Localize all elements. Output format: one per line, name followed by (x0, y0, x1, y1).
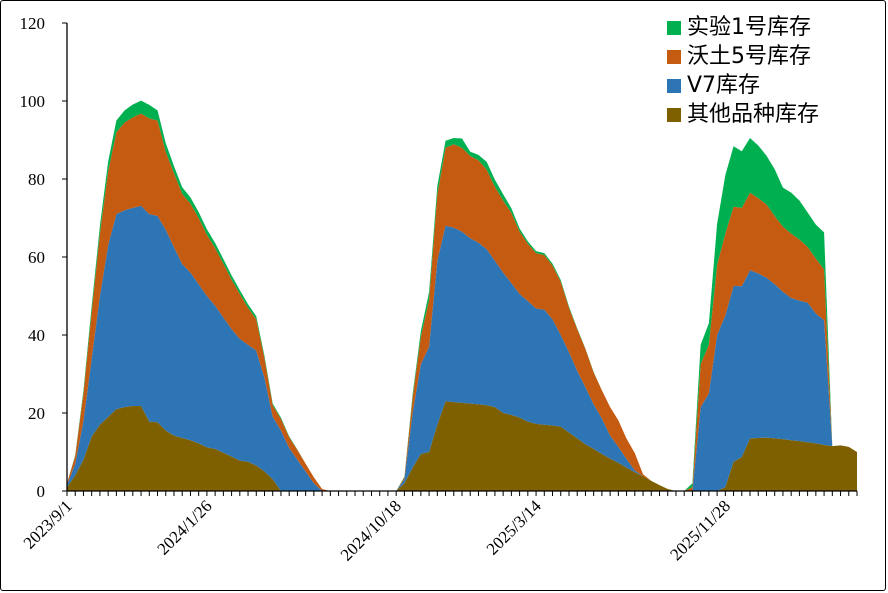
legend-swatch-wotu-5 (667, 50, 681, 64)
y-tick-label: 40 (28, 326, 45, 345)
y-tick-label: 80 (28, 170, 45, 189)
legend-label-other-varieties: 其他品种库存 (687, 102, 819, 127)
x-tick-label: 2025/3/14 (483, 496, 546, 559)
legend-label-wotu-5: 沃土5号库存 (687, 44, 811, 69)
area-other-varieties (67, 401, 857, 491)
legend-swatch-other-varieties (667, 108, 681, 122)
area-wotu-5 (67, 113, 857, 491)
y-tick-label: 0 (37, 482, 46, 501)
legend-swatch-v7 (667, 79, 681, 93)
x-tick-label: 2024/10/18 (337, 496, 405, 564)
x-tick-label: 2024/1/26 (154, 496, 216, 558)
y-tick-label: 20 (28, 404, 45, 423)
legend-label-v7: V7库存 (687, 73, 760, 98)
y-tick-label: 100 (20, 92, 46, 111)
y-tick-label: 60 (28, 248, 45, 267)
area-v7 (67, 205, 857, 491)
x-tick-label: 2025/11/28 (666, 496, 734, 564)
plot-areas (67, 100, 857, 492)
y-tick-label: 120 (20, 14, 46, 33)
legend-label-shiyan-1: 实验1号库存 (687, 15, 811, 40)
x-tick-label: 2023/9/1 (20, 496, 76, 552)
legend-swatch-shiyan-1 (667, 21, 681, 35)
